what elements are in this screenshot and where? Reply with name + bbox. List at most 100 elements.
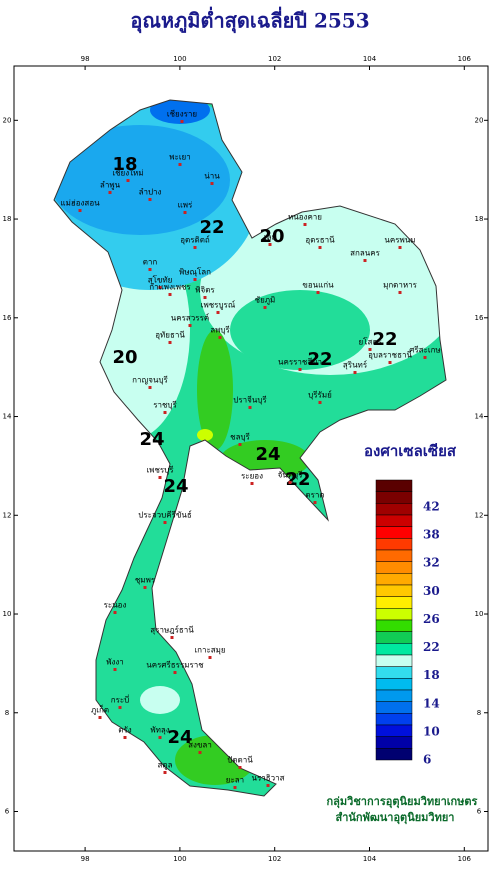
contour-label: 20	[259, 226, 284, 247]
station-marker	[268, 243, 272, 246]
place-label: กระบี่	[111, 694, 130, 705]
y-tick-label: 12	[3, 511, 12, 519]
station-marker	[368, 348, 372, 351]
y-tick-label: 8	[5, 709, 9, 717]
place-label: นครสวรรค์	[171, 313, 209, 323]
y-tick-label: 16	[475, 314, 484, 322]
legend: 42 38 32 30 26 22 18 14 10 6	[375, 479, 440, 767]
place-label: อุตรดิตถ์	[180, 235, 210, 245]
legend-label: 30	[423, 584, 440, 598]
station-marker	[158, 476, 162, 479]
contour-label: 22	[372, 329, 397, 350]
place-label: หนองคาย	[288, 213, 322, 222]
station-marker	[250, 482, 254, 485]
place-label: เชียงใหม่	[112, 169, 143, 178]
place-label: เชียงราย	[167, 110, 197, 119]
x-tick-label: 100	[173, 855, 186, 863]
station-marker	[198, 751, 202, 754]
x-tick-label: 104	[363, 55, 377, 63]
legend-label: 6	[423, 753, 431, 767]
place-label: มุกดาหาร	[383, 281, 418, 290]
field-14-16	[150, 100, 210, 124]
station-marker	[148, 386, 152, 389]
contour-label: 24	[255, 444, 280, 465]
legend-swatch	[375, 561, 413, 574]
y-tick-label: 10	[3, 610, 12, 618]
legend-label: 22	[423, 640, 440, 654]
station-marker	[423, 356, 427, 359]
contour-label: 24	[139, 429, 164, 450]
station-marker	[388, 361, 392, 364]
station-marker	[173, 671, 177, 674]
station-marker	[108, 191, 112, 194]
place-label: อุทัยธานี	[155, 331, 185, 340]
x-tick-label: 106	[458, 55, 472, 63]
station-marker	[148, 198, 152, 201]
legend-swatch	[375, 491, 413, 504]
y-tick-label: 14	[3, 413, 12, 421]
station-marker	[163, 411, 167, 414]
place-label: ประจวบคีรีขันธ์	[138, 510, 192, 520]
legend-swatch	[375, 631, 413, 644]
field-24-26	[197, 330, 233, 450]
place-label: นครราชสีมา	[278, 358, 322, 367]
legend-swatch	[375, 538, 413, 551]
y-tick-label: 16	[3, 314, 12, 322]
place-label: พิษณุโลก	[179, 267, 211, 277]
station-marker	[118, 706, 122, 709]
place-label: กำแพงเพชร	[149, 283, 191, 292]
place-label: สุรินทร์	[343, 360, 368, 370]
country-outline	[53, 99, 447, 797]
contour-label: 18	[112, 154, 137, 175]
place-label: เพชรบูรณ์	[201, 300, 236, 311]
legend-label: 18	[423, 668, 440, 682]
field-26-28	[197, 429, 213, 441]
legend-swatch	[375, 654, 413, 667]
legend-swatch	[375, 514, 413, 527]
station-marker	[248, 406, 252, 409]
field-20-22	[140, 686, 180, 714]
station-marker	[238, 443, 242, 446]
legend-swatch	[375, 689, 413, 702]
place-label: นครศรีธรรมราช	[146, 661, 204, 670]
place-label: ชลบุรี	[230, 433, 250, 442]
x-tick-label: 106	[458, 855, 472, 863]
credit-line: กลุ่มวิชาการอุตุนิยมวิทยาเกษตร	[327, 795, 478, 809]
legend-swatch	[375, 666, 413, 679]
station-marker	[233, 786, 237, 789]
station-marker	[266, 784, 270, 787]
place-label: พะเยา	[169, 153, 190, 162]
station-marker	[188, 324, 192, 327]
station-marker	[263, 306, 267, 309]
legend-swatch	[375, 724, 413, 737]
station-marker	[193, 278, 197, 281]
place-label: บุรีรัมย์	[308, 390, 332, 400]
place-label: สุราษฎร์ธานี	[150, 625, 194, 635]
station-marker	[316, 291, 320, 294]
y-tick-label: 10	[475, 610, 484, 618]
station-marker	[398, 291, 402, 294]
place-label: ยโสธร	[358, 337, 382, 347]
field-16-18	[54, 125, 230, 235]
legend-swatch	[375, 678, 413, 691]
station-marker	[353, 371, 357, 374]
station-marker	[303, 223, 307, 226]
station-marker	[143, 586, 147, 589]
station-marker	[158, 736, 162, 739]
place-label: น่าน	[204, 172, 220, 181]
legend-swatch	[375, 643, 413, 656]
legend-swatch	[375, 573, 413, 586]
place-label: กาญจนบุรี	[132, 376, 168, 385]
legend-swatch	[375, 608, 413, 621]
place-label: ตาก	[143, 258, 158, 267]
station-marker	[398, 246, 402, 249]
station-marker	[183, 211, 187, 214]
place-label: ราชบุรี	[153, 401, 177, 410]
place-label: ตราด	[305, 491, 324, 500]
legend-swatch	[375, 503, 413, 516]
legend-label: 38	[423, 528, 440, 542]
place-label: พัทลุง	[150, 726, 169, 735]
y-tick-label: 20	[3, 116, 12, 124]
place-label: จันทบุรี	[278, 471, 304, 480]
